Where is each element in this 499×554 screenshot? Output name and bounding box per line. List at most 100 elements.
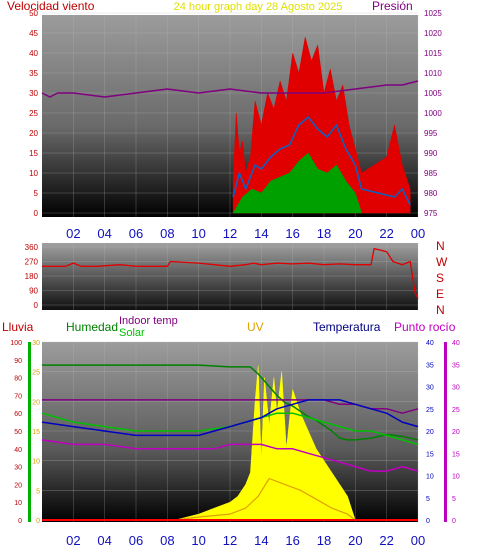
rain-tick: 80 bbox=[14, 376, 22, 383]
bottom-hour-label: 10 bbox=[191, 533, 205, 548]
rain-tick: 10 bbox=[14, 500, 22, 507]
top-hour-label: 16 bbox=[285, 226, 299, 241]
temp-tick: 20 bbox=[426, 429, 434, 436]
solar-temp-line bbox=[41, 412, 419, 446]
top-right-tick: 1010 bbox=[424, 69, 442, 78]
uv-tick: 0 bbox=[36, 518, 40, 525]
top-left-tick: 20 bbox=[29, 129, 38, 138]
rain-axis-bar bbox=[28, 342, 31, 522]
top-left-tick: 25 bbox=[29, 109, 38, 118]
top-right-tick: 1000 bbox=[424, 109, 442, 118]
top-left-tick: 0 bbox=[34, 209, 39, 218]
top-hour-label: 12 bbox=[223, 226, 237, 241]
top-hour-label: 06 bbox=[129, 226, 143, 241]
temp-tick: 40 bbox=[426, 340, 434, 347]
dew-tick: 25 bbox=[452, 407, 460, 414]
temp-tick: 10 bbox=[426, 474, 434, 481]
top-hour-label: 00 bbox=[411, 226, 425, 241]
dew-tick: 35 bbox=[452, 362, 460, 369]
dew-tick: 20 bbox=[452, 429, 460, 436]
top-right-tick: 985 bbox=[424, 169, 438, 178]
top-center-title: 24 hour graph day 28 Agosto 2025 bbox=[174, 1, 343, 13]
top-left-tick: 5 bbox=[34, 189, 39, 198]
solar-area bbox=[42, 365, 418, 521]
bottom-panel-bg bbox=[42, 342, 418, 522]
compass-n-bottom: N bbox=[436, 303, 445, 317]
bottom-hour-label: 08 bbox=[160, 533, 174, 548]
legend-humedad: Humedad bbox=[66, 320, 118, 334]
humidity-line bbox=[42, 364, 419, 441]
rain-tick: 30 bbox=[14, 465, 22, 472]
bottom-hour-label: 22 bbox=[379, 533, 393, 548]
bottom-hour-label: 16 bbox=[285, 533, 299, 548]
top-right-tick: 980 bbox=[424, 189, 438, 198]
top-left-tick: 35 bbox=[29, 69, 38, 78]
mid-tick: 90 bbox=[29, 287, 38, 296]
rain-tick: 20 bbox=[14, 482, 22, 489]
top-hour-label: 02 bbox=[66, 226, 80, 241]
top-right-tick: 1025 bbox=[424, 9, 442, 18]
bottom-hour-label: 04 bbox=[97, 533, 111, 548]
bottom-hour-label: 00 bbox=[411, 533, 425, 548]
compass-w: W bbox=[436, 255, 448, 269]
legend-solar: Solar bbox=[119, 327, 145, 339]
mid-tick: 360 bbox=[25, 243, 39, 252]
top-hour-label: 14 bbox=[254, 226, 268, 241]
bottom-hour-label: 14 bbox=[254, 533, 268, 548]
dew-point-line bbox=[41, 439, 419, 472]
bottom-hour-label: 20 bbox=[348, 533, 362, 548]
dew-tick: 10 bbox=[452, 474, 460, 481]
uv-tick: 15 bbox=[32, 429, 40, 436]
legend-uv: UV bbox=[247, 320, 264, 334]
rain-tick: 70 bbox=[14, 393, 22, 400]
top-left-title: Velocidad viento bbox=[7, 0, 95, 13]
temp-tick: 25 bbox=[426, 407, 434, 414]
top-hour-label: 08 bbox=[160, 226, 174, 241]
top-right-tick: 1015 bbox=[424, 49, 442, 58]
temp-tick: 5 bbox=[426, 496, 430, 503]
compass-s: S bbox=[436, 271, 444, 285]
rain-tick: 0 bbox=[18, 518, 22, 525]
top-left-tick: 15 bbox=[29, 149, 38, 158]
top-right-title: Presión bbox=[372, 0, 413, 13]
temperature-line bbox=[41, 399, 419, 437]
compass-e: E bbox=[436, 287, 444, 301]
top-hour-label: 04 bbox=[97, 226, 111, 241]
uv-tick: 30 bbox=[32, 340, 40, 347]
top-right-tick: 995 bbox=[424, 129, 438, 138]
uv-tick: 5 bbox=[36, 488, 40, 495]
legend-rocio: Punto rocío bbox=[394, 320, 456, 334]
top-left-tick: 45 bbox=[29, 29, 38, 38]
top-left-tick: 40 bbox=[29, 49, 38, 58]
low-wind-area bbox=[232, 152, 362, 214]
pressure-line bbox=[41, 80, 419, 98]
mid-tick: 0 bbox=[34, 301, 39, 310]
top-hour-label: 20 bbox=[348, 226, 362, 241]
gust-area bbox=[232, 36, 411, 214]
dew-tick: 30 bbox=[452, 385, 460, 392]
top-left-tick: 30 bbox=[29, 89, 38, 98]
mid-tick: 180 bbox=[25, 272, 39, 281]
legend-temperatura: Temperatura bbox=[313, 320, 381, 334]
rain-tick: 40 bbox=[14, 447, 22, 454]
uv-tick: 25 bbox=[32, 370, 40, 377]
rain-tick: 50 bbox=[14, 429, 22, 436]
top-left-tick: 10 bbox=[29, 169, 38, 178]
temp-tick: 30 bbox=[426, 385, 434, 392]
temp-tick: 15 bbox=[426, 451, 434, 458]
avg-wind-line bbox=[232, 116, 411, 206]
temp-axis-bar bbox=[444, 342, 447, 522]
legend-indoor: Indoor temp bbox=[119, 315, 178, 327]
bottom-hour-label: 12 bbox=[223, 533, 237, 548]
uv-tick: 10 bbox=[32, 459, 40, 466]
bottom-hour-label: 02 bbox=[66, 533, 80, 548]
legend-lluvia: Lluvia bbox=[2, 320, 34, 334]
uv-tick: 20 bbox=[32, 399, 40, 406]
temp-tick: 0 bbox=[426, 518, 430, 525]
mid-panel-bg bbox=[42, 243, 418, 310]
dew-tick: 5 bbox=[452, 496, 456, 503]
rain-tick: 60 bbox=[14, 411, 22, 418]
top-right-tick: 990 bbox=[424, 149, 438, 158]
compass-n-top: N bbox=[436, 239, 445, 253]
